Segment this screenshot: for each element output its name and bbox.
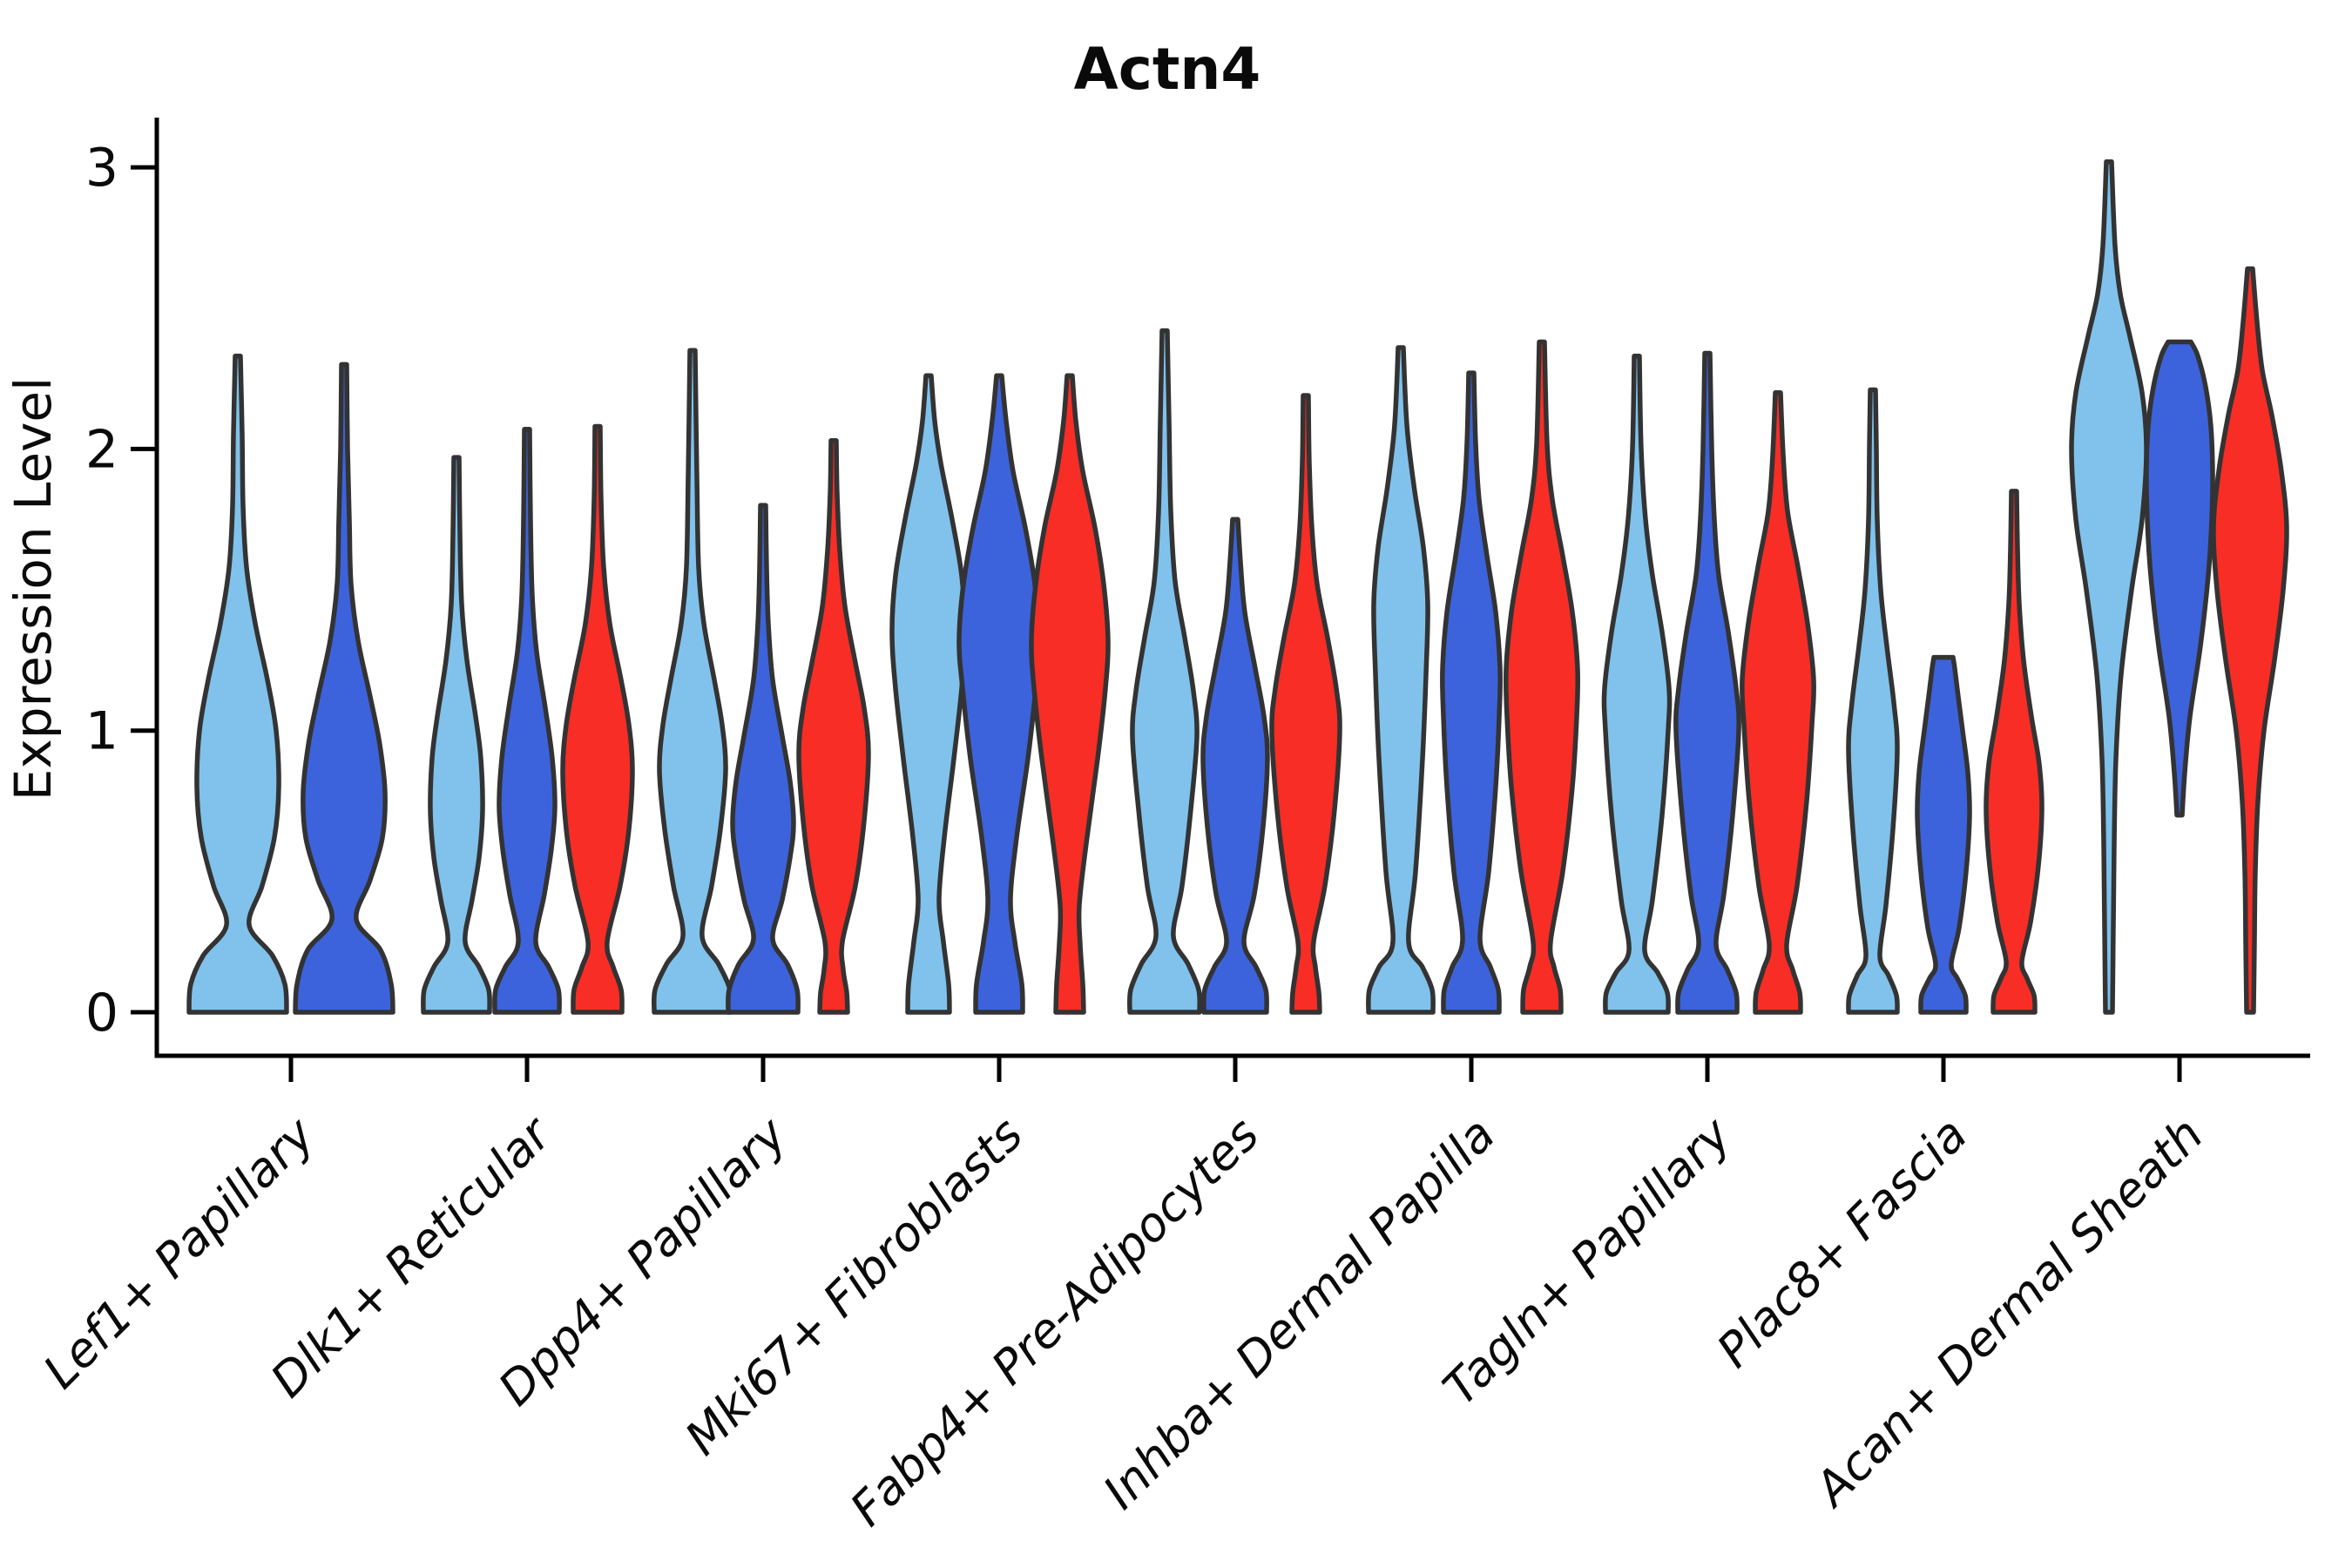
violin-inhba-dermal-papilla-light-blue xyxy=(1366,345,1436,1015)
violin-tagln-papillary-light-blue xyxy=(1601,353,1673,1015)
violin-mki67-fibroblasts-dark-blue xyxy=(956,373,1042,1015)
violin-dlk1-reticular-dark-blue xyxy=(492,427,562,1015)
y-axis: 0 1 2 3 xyxy=(85,138,157,1044)
plot-title: Actn4 xyxy=(1074,36,1261,103)
violin-fabp4-pre-adipocytes-dark-blue xyxy=(1200,517,1270,1015)
violin-dpp4-papillary-red xyxy=(796,437,871,1015)
y-tick-label: 2 xyxy=(85,419,118,480)
violin-dlk1-reticular-red xyxy=(560,423,635,1015)
violin-plac8-fascia-dark-blue xyxy=(1915,654,1972,1015)
axis-spine xyxy=(154,118,2310,1058)
violin-mki67-fibroblasts-red xyxy=(1029,373,1111,1015)
y-tick-label: 3 xyxy=(85,138,118,199)
violin-acan-dermal-sheath-red xyxy=(2211,266,2289,1015)
violin-dlk1-reticular-light-blue xyxy=(421,455,492,1015)
violin-fabp4-pre-adipocytes-light-blue xyxy=(1127,328,1202,1015)
violin-acan-dermal-sheath-light-blue xyxy=(2069,159,2149,1015)
y-tick-label: 1 xyxy=(85,701,118,762)
violin-dpp4-papillary-dark-blue xyxy=(726,503,801,1015)
x-tick-label-inhba-dermal-papilla: Inhba+ Dermal Papilla xyxy=(1092,1107,1505,1520)
violin-inhba-dermal-papilla-red xyxy=(1503,339,1581,1015)
violin-lef1-papillary-dark-blue xyxy=(293,362,395,1015)
violin-acan-dermal-sheath-dark-blue xyxy=(2144,339,2215,818)
axes-spines xyxy=(154,118,2310,1058)
violin-inhba-dermal-papilla-dark-blue xyxy=(1439,370,1504,1015)
violin-fabp4-pre-adipocytes-red xyxy=(1269,393,1342,1015)
y-axis-label: Expression Level xyxy=(3,377,63,801)
x-tick-label-fabp4-pre-adipocytes: Fabp4+ Pre-Adipocytes xyxy=(840,1107,1269,1537)
x-tick-label-plac8-fascia: Plac8+ Fascia xyxy=(1707,1107,1977,1378)
violin-tagln-papillary-dark-blue xyxy=(1673,350,1741,1015)
violin-lef1-papillary-light-blue xyxy=(186,353,289,1015)
violin-tagln-papillary-red xyxy=(1740,389,1816,1015)
violin-series xyxy=(186,159,2289,1015)
violin-dpp4-papillary-light-blue xyxy=(651,348,734,1015)
x-tick-label-acan-dermal-sheath: Acan+ Dermal Sheath xyxy=(1802,1107,2213,1518)
y-tick-label: 0 xyxy=(85,983,118,1044)
violin-plac8-fascia-light-blue xyxy=(1846,387,1900,1015)
violin-mki67-fibroblasts-light-blue xyxy=(889,373,968,1015)
violin-plac8-fascia-red xyxy=(1984,489,2044,1015)
